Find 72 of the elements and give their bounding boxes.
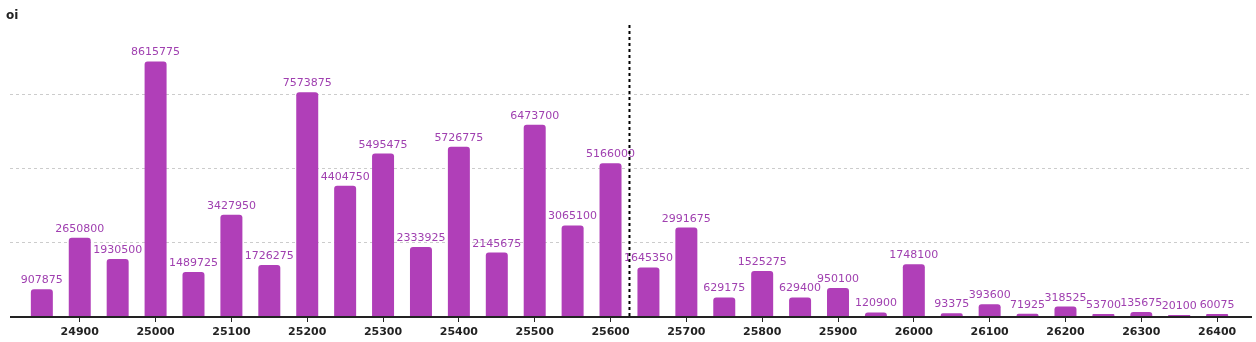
x-tick-label: 25800 xyxy=(743,325,782,339)
x-tick-label: 25400 xyxy=(439,325,479,339)
data-label: 1525275 xyxy=(737,254,787,268)
data-label: 53700 xyxy=(1085,298,1121,311)
bar xyxy=(68,237,91,316)
bar xyxy=(258,264,281,316)
x-tick-label: 25000 xyxy=(136,325,176,339)
data-label: 393600 xyxy=(968,288,1011,302)
data-label: 1930500 xyxy=(93,242,143,256)
bar xyxy=(978,304,1001,316)
x-tick-label: 26100 xyxy=(970,325,1010,339)
bar xyxy=(485,252,508,316)
bar xyxy=(334,185,357,316)
bar xyxy=(561,225,584,316)
bar xyxy=(106,258,129,316)
bar xyxy=(409,247,432,316)
data-label: 60075 xyxy=(1199,298,1235,311)
data-label: 5166000 xyxy=(586,147,636,161)
x-tick-label: 25600 xyxy=(591,325,630,339)
bar xyxy=(789,297,812,316)
x-tick-label: 25700 xyxy=(667,325,706,339)
data-label: 3065100 xyxy=(548,209,598,223)
bar xyxy=(182,271,205,316)
data-label: 4404750 xyxy=(320,169,370,183)
data-label: 6473700 xyxy=(510,108,560,122)
data-label: 2333925 xyxy=(396,231,446,245)
bar xyxy=(220,214,243,316)
x-tick-label: 25500 xyxy=(515,325,555,339)
bar xyxy=(144,61,167,316)
data-label: 318525 xyxy=(1044,290,1087,304)
data-label: 8615775 xyxy=(131,45,181,59)
bar xyxy=(902,264,925,316)
x-tick-label: 26200 xyxy=(1046,325,1085,339)
x-tick-label: 25900 xyxy=(818,325,858,339)
bar xyxy=(523,124,546,316)
data-label: 20100 xyxy=(1161,299,1197,312)
data-label: 3427950 xyxy=(206,198,256,212)
x-tick-label: 24900 xyxy=(60,325,100,339)
data-label: 2145675 xyxy=(472,236,522,250)
bar xyxy=(827,287,849,316)
data-label: 1748100 xyxy=(889,248,939,262)
data-label: 120900 xyxy=(854,296,897,310)
x-tick-label: 25300 xyxy=(363,325,403,339)
data-label: 93375 xyxy=(934,297,970,311)
x-tick-label: 26300 xyxy=(1122,325,1161,339)
data-label: 1489725 xyxy=(168,255,218,269)
x-tick-label: 25200 xyxy=(288,325,327,339)
data-label: 135675 xyxy=(1120,295,1163,309)
data-label: 1645350 xyxy=(623,251,673,265)
y-axis-title: oi xyxy=(6,8,19,22)
bar xyxy=(296,92,319,316)
x-tick-label: 26000 xyxy=(894,325,934,339)
bar xyxy=(675,227,698,316)
bar xyxy=(1054,306,1077,316)
bar xyxy=(599,163,622,316)
data-label: 7573875 xyxy=(282,76,332,90)
bar xyxy=(751,270,774,316)
data-label: 1726275 xyxy=(244,248,294,262)
data-label: 2650800 xyxy=(55,221,105,235)
data-label: 5726775 xyxy=(434,130,484,144)
bar xyxy=(30,289,53,316)
x-tick-label: 25100 xyxy=(212,325,251,339)
data-label: 71925 xyxy=(1010,297,1046,311)
bar xyxy=(637,267,660,316)
data-label: 5495475 xyxy=(358,137,408,151)
bar xyxy=(447,146,470,316)
data-label: 2991675 xyxy=(661,211,711,225)
bar xyxy=(372,153,395,316)
data-label: 629175 xyxy=(703,281,746,295)
bar xyxy=(713,297,736,316)
data-label: 907875 xyxy=(20,273,63,287)
x-tick-label: 26400 xyxy=(1197,325,1237,339)
